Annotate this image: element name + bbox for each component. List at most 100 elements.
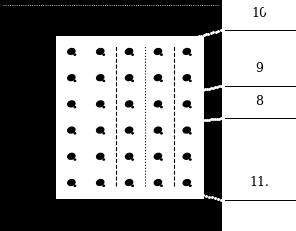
Ellipse shape: [102, 80, 105, 83]
Ellipse shape: [96, 49, 104, 56]
Point: [195, 119, 200, 123]
Point: [177, 41, 182, 44]
Point: [210, 118, 215, 122]
Ellipse shape: [131, 158, 134, 161]
Point: [185, 120, 190, 124]
Point: [208, 87, 213, 91]
Ellipse shape: [67, 75, 76, 82]
Ellipse shape: [67, 101, 76, 108]
Ellipse shape: [160, 54, 163, 57]
Point: [208, 118, 213, 122]
Bar: [56, 37, 204, 199]
Ellipse shape: [160, 185, 163, 187]
Ellipse shape: [160, 158, 163, 161]
Text: 11.: 11.: [249, 175, 269, 188]
Point: [218, 198, 223, 202]
Ellipse shape: [182, 49, 191, 56]
Ellipse shape: [73, 185, 76, 187]
Ellipse shape: [182, 179, 191, 186]
Point: [194, 36, 199, 40]
Point: [205, 88, 209, 91]
Point: [201, 34, 206, 38]
Ellipse shape: [160, 106, 163, 109]
Point: [218, 29, 223, 33]
Ellipse shape: [125, 75, 133, 82]
Ellipse shape: [102, 132, 105, 135]
Point: [214, 118, 219, 121]
Ellipse shape: [67, 153, 76, 160]
Ellipse shape: [182, 127, 191, 134]
Circle shape: [70, 44, 75, 48]
Point: [172, 42, 177, 46]
Point: [181, 188, 185, 192]
Point: [216, 117, 221, 121]
Point: [195, 90, 200, 94]
Point: [201, 89, 205, 92]
Point: [175, 187, 180, 191]
Ellipse shape: [125, 153, 133, 160]
Ellipse shape: [131, 185, 134, 187]
Ellipse shape: [125, 179, 133, 186]
Point: [199, 89, 203, 93]
Ellipse shape: [131, 80, 134, 83]
Ellipse shape: [160, 132, 163, 135]
Point: [189, 91, 194, 95]
Point: [214, 86, 219, 89]
Text: 9: 9: [255, 62, 263, 75]
Ellipse shape: [73, 158, 76, 161]
Point: [202, 88, 207, 92]
Ellipse shape: [73, 54, 76, 57]
Circle shape: [157, 188, 161, 192]
Point: [211, 31, 216, 35]
Point: [197, 119, 202, 123]
Point: [179, 40, 184, 44]
Point: [197, 89, 202, 93]
Point: [181, 121, 186, 124]
Ellipse shape: [102, 158, 105, 161]
Point: [195, 192, 200, 196]
Point: [193, 119, 197, 123]
Point: [213, 197, 217, 200]
Circle shape: [99, 44, 104, 48]
Point: [216, 30, 221, 34]
Ellipse shape: [102, 54, 105, 57]
Point: [187, 91, 192, 95]
Point: [197, 35, 201, 39]
Ellipse shape: [131, 54, 134, 57]
Ellipse shape: [96, 101, 104, 108]
Text: 10: 10: [251, 7, 267, 20]
Ellipse shape: [189, 132, 192, 135]
Point: [187, 120, 192, 124]
Ellipse shape: [96, 127, 104, 134]
Circle shape: [264, 7, 272, 13]
Point: [199, 35, 204, 38]
Point: [182, 39, 187, 43]
Ellipse shape: [189, 185, 192, 187]
Ellipse shape: [189, 106, 192, 109]
Ellipse shape: [131, 106, 134, 109]
Point: [185, 92, 190, 96]
Circle shape: [99, 188, 104, 192]
Ellipse shape: [189, 80, 192, 83]
Ellipse shape: [67, 49, 76, 56]
Point: [169, 185, 174, 189]
Ellipse shape: [73, 106, 76, 109]
Ellipse shape: [96, 179, 104, 186]
Point: [212, 86, 217, 90]
Point: [189, 37, 194, 41]
Point: [184, 39, 189, 43]
Ellipse shape: [154, 127, 162, 134]
Point: [166, 185, 171, 188]
Ellipse shape: [160, 80, 163, 83]
Circle shape: [186, 44, 190, 48]
Point: [207, 118, 211, 122]
Point: [198, 193, 203, 197]
Point: [191, 91, 196, 94]
Ellipse shape: [102, 106, 105, 109]
Text: 8: 8: [255, 94, 263, 107]
Point: [186, 190, 191, 194]
Point: [213, 31, 218, 34]
Point: [193, 90, 197, 94]
Point: [172, 186, 177, 190]
Point: [187, 38, 192, 42]
